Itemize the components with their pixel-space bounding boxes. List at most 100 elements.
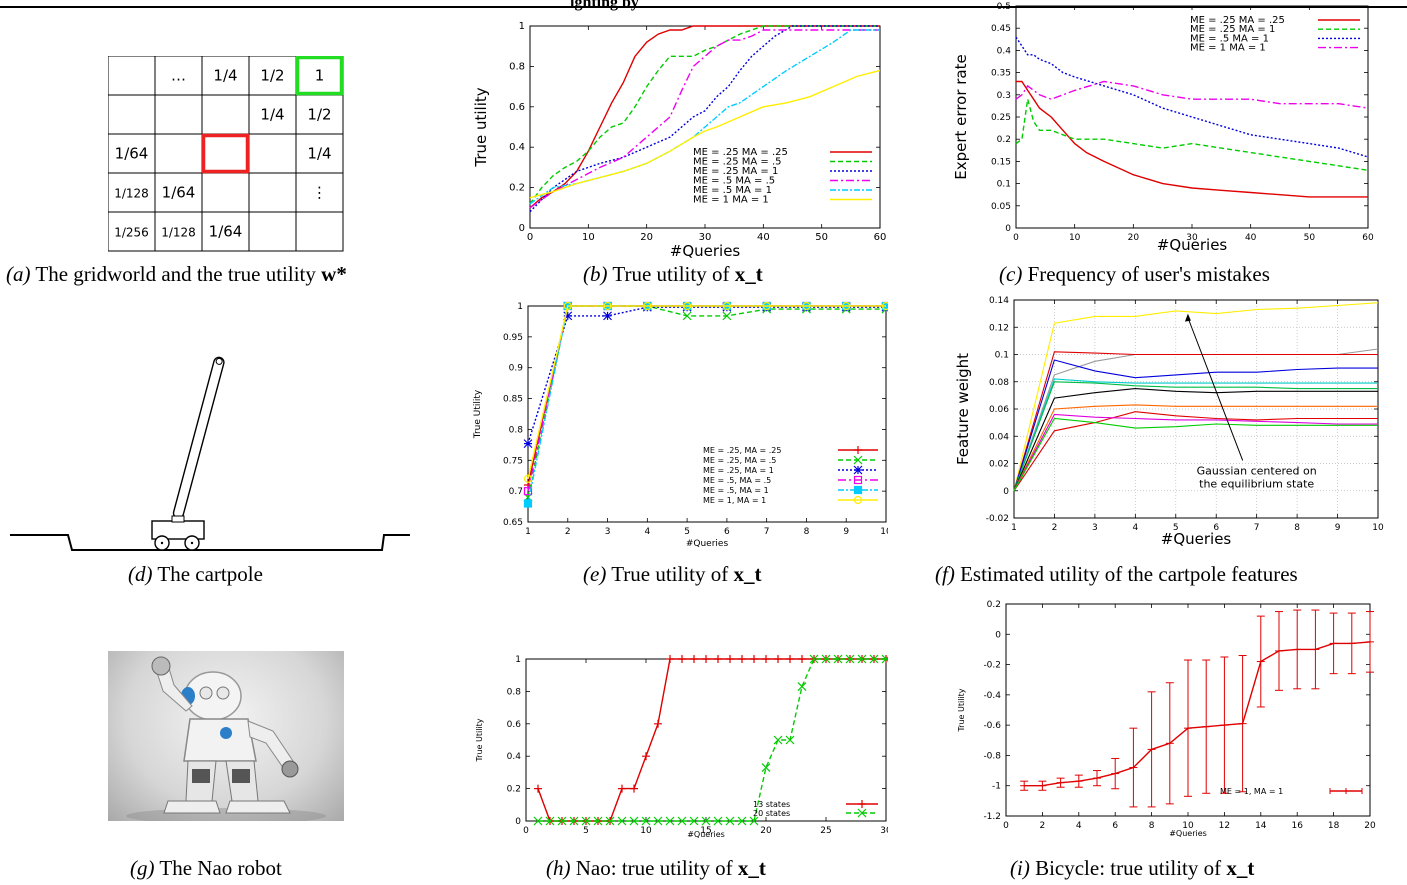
chart-feature-weight: 1 2 3 4 5 6 7 8 9 10 -0.02 0 0.02 0.04 0.06 0.08 0.1 0.12… bbox=[954, 296, 1384, 548]
x-axis-label: #Queries bbox=[1169, 829, 1207, 838]
legend-marker bbox=[858, 800, 866, 808]
series-line bbox=[527, 305, 886, 479]
x-tick-label: 0 bbox=[1003, 821, 1009, 831]
y-tick-label: 0.14 bbox=[989, 296, 1009, 306]
y-tick-label: 0.8 bbox=[509, 61, 525, 72]
data-point bbox=[545, 816, 555, 826]
x-tick-label: 30 bbox=[880, 826, 888, 836]
legend-entry-label: ME = 1, MA = 1 bbox=[1220, 787, 1283, 796]
x-tick-label: 25 bbox=[820, 826, 831, 836]
series-line bbox=[529, 29, 880, 209]
y-tick-label: 0.02 bbox=[989, 460, 1009, 470]
y-tick-label: 0 bbox=[1005, 224, 1011, 234]
x-tick-label: 50 bbox=[1304, 233, 1316, 243]
data-point bbox=[593, 816, 603, 826]
series-line bbox=[538, 658, 886, 822]
y-tick-label: 0.35 bbox=[991, 69, 1011, 79]
grid-cell bbox=[248, 133, 297, 174]
x-axis-label: #Queries bbox=[687, 830, 725, 839]
series-line bbox=[1013, 413, 1378, 492]
y-tick-label: -0.2 bbox=[983, 661, 1001, 671]
chart-nao-true-utility: 0 5 10 15 20 25 30 0 0.2 0.4 0.6 0.8 1 #Queries True U… bbox=[475, 654, 888, 839]
legend-entry-label: ME = .5, MA = .5 bbox=[703, 476, 771, 485]
header-rule bbox=[0, 6, 1407, 8]
data-point bbox=[533, 816, 543, 826]
data-point bbox=[569, 816, 579, 826]
x-tick-label: 3 bbox=[1092, 523, 1098, 533]
y-tick-label: 1 bbox=[515, 655, 521, 665]
y-tick-label: 0.06 bbox=[989, 405, 1009, 415]
y-tick-label: 0.9 bbox=[509, 364, 524, 374]
grid-cell bbox=[248, 211, 297, 252]
data-point bbox=[762, 301, 771, 311]
x-tick-label: 9 bbox=[843, 527, 849, 537]
data-point bbox=[618, 784, 626, 793]
y-tick-label: -1 bbox=[992, 782, 1001, 792]
series-line bbox=[1013, 302, 1379, 491]
data-point bbox=[881, 301, 888, 311]
annotation-arrowhead bbox=[1184, 313, 1191, 322]
series-line bbox=[1013, 351, 1378, 491]
x-tick-label: 6 bbox=[1112, 821, 1118, 831]
legend-entry-label: ME = .25 MA = 1 bbox=[693, 166, 778, 177]
grid-cell bbox=[201, 172, 250, 213]
chart-true-utility-e: 1 2 3 4 5 6 7 8 9 10 0.65 0.7 0.75 0.8 0.85 0.9 0.95 1 #Qu… bbox=[473, 301, 888, 549]
y-tick-label: 0.1 bbox=[997, 180, 1011, 190]
x-tick-label: 4 bbox=[1076, 821, 1082, 831]
y-tick-label: 0 bbox=[519, 223, 525, 234]
grid-cell bbox=[154, 133, 203, 174]
series-line bbox=[1013, 388, 1378, 492]
series-line bbox=[1013, 381, 1378, 491]
caption-i: (i) Bicycle: true utility of x_t bbox=[1010, 856, 1255, 880]
y-tick-label: 0.05 bbox=[991, 202, 1011, 212]
grid-cell-label: 1/4 bbox=[260, 106, 284, 124]
grid-cell-label: 1/64 bbox=[162, 184, 196, 202]
x-tick-label: 2 bbox=[1052, 523, 1058, 533]
legend-marker bbox=[853, 485, 863, 495]
data-point bbox=[523, 487, 533, 496]
data-point bbox=[797, 682, 807, 691]
x-tick-label: 18 bbox=[1328, 821, 1340, 831]
data-point bbox=[701, 816, 711, 826]
y-tick-label: -0.4 bbox=[983, 691, 1001, 701]
data-point bbox=[725, 816, 735, 826]
y-tick-label: 0.1 bbox=[995, 351, 1009, 361]
x-tick-label: 8 bbox=[1294, 523, 1300, 533]
x-tick-label: 2 bbox=[565, 527, 571, 537]
data-point bbox=[749, 816, 759, 826]
y-tick-label: 0.45 bbox=[991, 24, 1011, 34]
y-tick-label: 0.25 bbox=[991, 113, 1011, 123]
series-line bbox=[1013, 359, 1378, 491]
annotation-text: Gaussian centered on bbox=[1197, 464, 1317, 477]
data-point bbox=[581, 816, 591, 826]
x-tick-label: 10 bbox=[640, 826, 652, 836]
data-point bbox=[534, 784, 542, 793]
data-point bbox=[857, 654, 867, 664]
legend-marker bbox=[853, 455, 863, 465]
y-tick-label: 0.12 bbox=[989, 323, 1009, 333]
y-tick-label: 0.85 bbox=[503, 395, 523, 405]
legend-entry-label: ME = .25, MA = .5 bbox=[703, 456, 776, 465]
data-point bbox=[683, 301, 692, 311]
running-header: ighting by bbox=[570, 0, 639, 11]
data-point bbox=[809, 654, 819, 664]
y-tick-label: 0.08 bbox=[989, 378, 1009, 388]
caption-d: (d) The cartpole bbox=[128, 562, 263, 586]
gridworld-figure: … 1/4 1/2 1 1/4 1/2 1/64 1/4 1/128 1/64 ⋮ 1/256 1/12… bbox=[108, 56, 344, 252]
y-tick-label: 0.6 bbox=[507, 720, 522, 730]
data-point bbox=[722, 301, 731, 311]
data-point bbox=[641, 816, 651, 826]
caption-e: (e) True utility of x_t bbox=[583, 562, 762, 586]
x-tick-label: 60 bbox=[874, 232, 887, 243]
y-tick-label: 0.15 bbox=[991, 157, 1011, 167]
caption-f: (f) Estimated utility of the cartpole fe… bbox=[935, 562, 1298, 586]
data-point bbox=[802, 301, 811, 311]
series-line bbox=[1015, 99, 1369, 171]
x-tick-label: 0 bbox=[1013, 233, 1019, 243]
y-axis-label: True utility bbox=[472, 87, 490, 167]
grid-cell bbox=[108, 56, 156, 96]
y-tick-label: 0.2 bbox=[997, 135, 1011, 145]
legend-entry-label: ME = .25 MA = .5 bbox=[693, 157, 782, 168]
x-tick-label: 1 bbox=[525, 527, 531, 537]
data-point bbox=[677, 816, 687, 826]
